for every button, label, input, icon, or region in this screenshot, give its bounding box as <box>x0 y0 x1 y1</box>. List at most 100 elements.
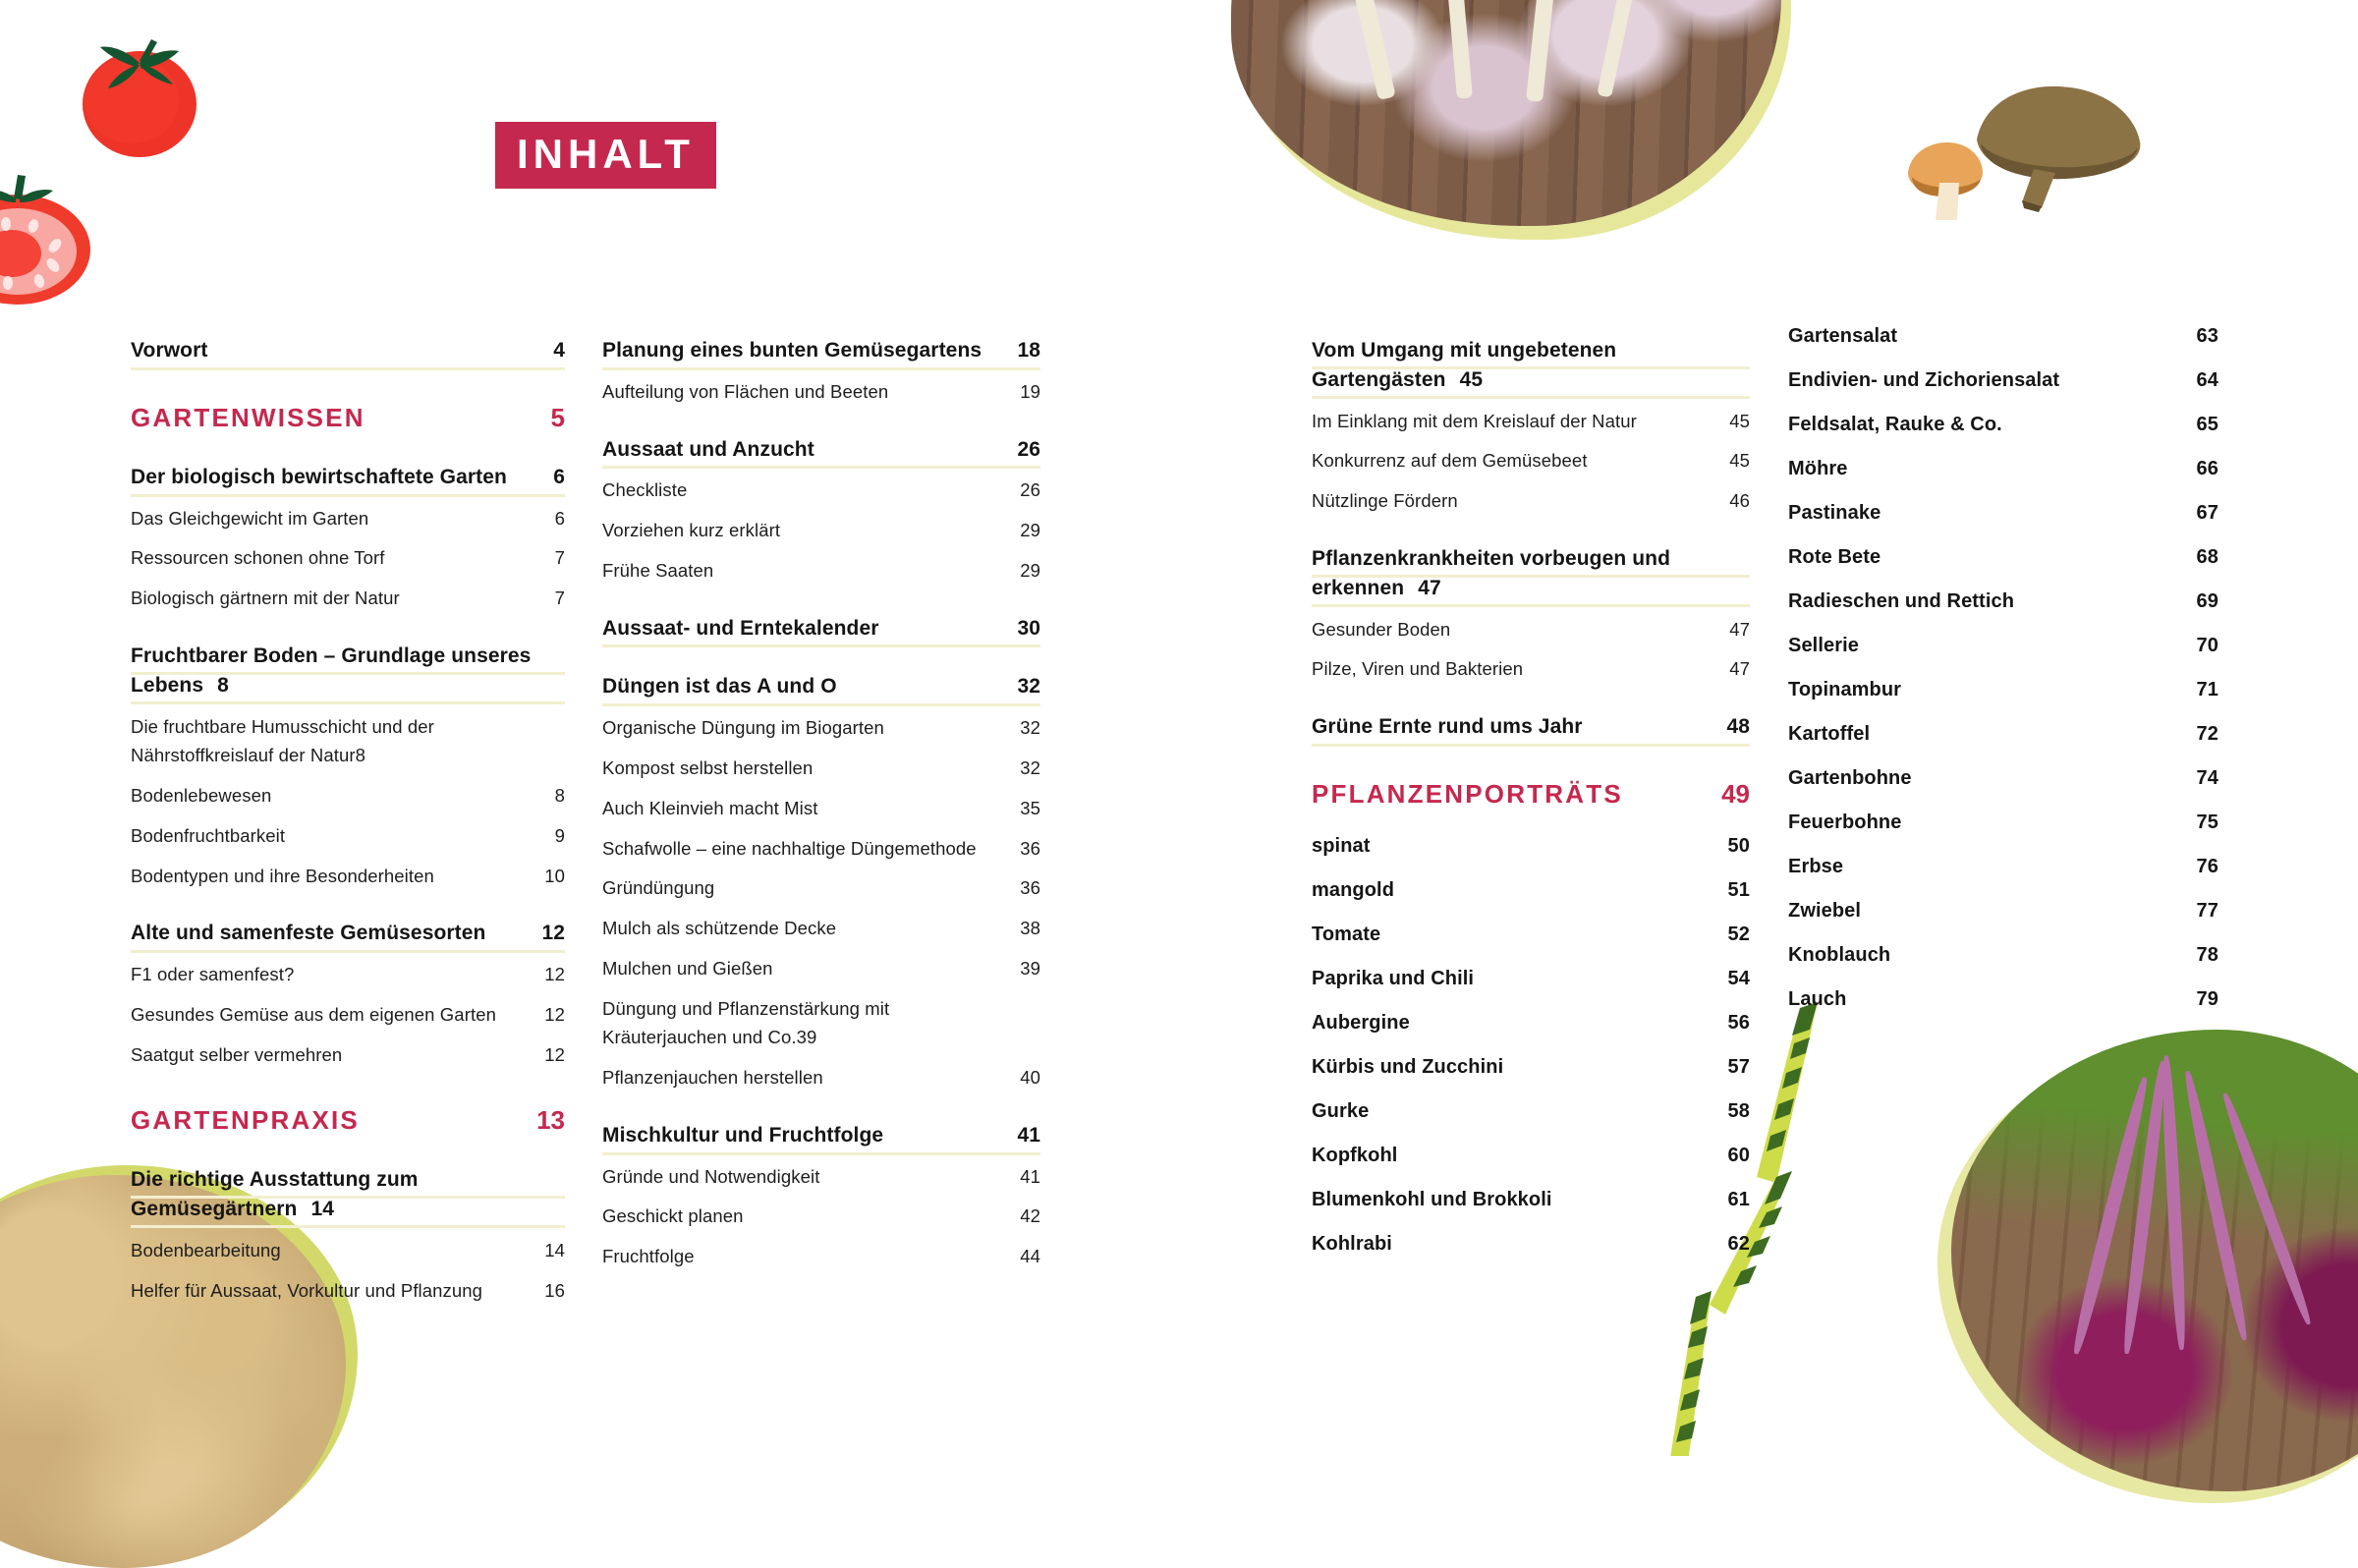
toc-entry[interactable]: Kompost selbst herstellen 32 <box>602 755 1040 782</box>
toc-entry[interactable]: Bodentypen und ihre Besonderheiten 10 <box>131 863 565 890</box>
toc-entry[interactable]: Gründe und Notwendigkeit 41 <box>602 1163 1040 1191</box>
toc-plant-entry[interactable]: Knoblauch 78 <box>1788 940 2218 970</box>
toc-plant-entry[interactable]: Radieschen und Rettich 69 <box>1788 587 2218 616</box>
toc-chapter-heading[interactable]: Alte und samenfeste Gemüsesorten 12 <box>131 919 565 954</box>
toc-chapter-heading[interactable]: Vorwort 4 <box>131 336 565 370</box>
toc-plant-entry[interactable]: mangold 51 <box>1312 875 1750 905</box>
toc-entry[interactable]: Auch Kleinvieh macht Mist 35 <box>602 795 1040 822</box>
toc-plant-entry[interactable]: Paprika und Chili 54 <box>1312 964 1750 993</box>
toc-chapter-heading[interactable]: Vom Umgang mit ungebetenen Gartengästen 45 <box>1312 336 1750 399</box>
toc-entry[interactable]: Fruchtfolge 44 <box>602 1243 1040 1270</box>
toc-entry-label: Helfer für Aussaat, Vorkultur und Pflanz… <box>131 1279 483 1301</box>
toc-plant-entry[interactable]: Gartensalat 63 <box>1788 321 2218 351</box>
toc-section-heading[interactable]: PFLANZENPORTRÄTS 49 <box>1312 779 1750 810</box>
toc-entry[interactable]: Gründüngung 36 <box>602 874 1040 902</box>
toc-plant-entry[interactable]: Tomate 52 <box>1312 920 1750 949</box>
toc-entry[interactable]: Organische Düngung im Biogarten 32 <box>602 714 1040 742</box>
toc-entry[interactable]: Saatgut selber vermehren 12 <box>131 1041 565 1069</box>
toc-entry-page: 32 <box>1020 717 1040 739</box>
toc-entry[interactable]: F1 oder samenfest? 12 <box>131 961 565 988</box>
toc-plant-page: 76 <box>2196 856 2218 877</box>
toc-entry-label: Checkliste <box>602 479 688 501</box>
toc-entry[interactable]: Konkurrenz auf dem Gemüsebeet 45 <box>1312 447 1750 475</box>
toc-entry[interactable]: Pilze, Viren und Bakterien 47 <box>1312 655 1750 683</box>
toc-entry[interactable]: Ressourcen schonen ohne Torf 7 <box>131 544 565 572</box>
toc-entry[interactable]: Mulchen und Gießen 39 <box>602 955 1040 982</box>
toc-plant-entry[interactable]: spinat 50 <box>1312 831 1750 861</box>
toc-chapter-page: 26 <box>1017 437 1040 461</box>
toc-plant-entry[interactable]: Feldsalat, Rauke & Co. 65 <box>1788 410 2218 439</box>
toc-entry[interactable]: Aufteilung von Flächen und Beeten 19 <box>602 378 1040 406</box>
toc-chapter-page: 47 <box>1418 576 1441 599</box>
toc-plant-entry[interactable]: Kopfkohl 60 <box>1312 1141 1750 1170</box>
toc-entry-label: Aufteilung von Flächen und Beeten <box>602 380 889 402</box>
toc-plant-entry[interactable]: Aubergine 56 <box>1312 1008 1750 1037</box>
toc-entry[interactable]: Gesundes Gemüse aus dem eigenen Garten 12 <box>131 1001 565 1029</box>
toc-entry[interactable]: Gesunder Boden 47 <box>1312 616 1750 644</box>
toc-plant-entry[interactable]: Kartoffel 72 <box>1788 719 2218 749</box>
toc-plant-entry[interactable]: Endivien- und Zichoriensalat 64 <box>1788 365 2218 395</box>
toc-chapter-heading[interactable]: Fruchtbarer Boden – Grundlage unseres Leb… <box>131 642 565 704</box>
toc-plant-entry[interactable]: Lauch 79 <box>1788 984 2218 1014</box>
toc-entry-page: 36 <box>1020 837 1040 859</box>
toc-chapter-heading[interactable]: Planung eines bunten Gemüsegartens 18 <box>602 336 1040 370</box>
toc-entry-label: F1 oder samenfest? <box>131 964 295 985</box>
toc-chapter-heading[interactable]: Der biologisch bewirtschaftete Garten 6 <box>131 463 565 497</box>
toc-plant-entry[interactable]: Möhre 66 <box>1788 454 2218 483</box>
toc-chapter-heading[interactable]: Pflanzenkrankheiten vorbeugen und erkenne… <box>1312 544 1750 607</box>
toc-entry[interactable]: Bodenfruchtbarkeit 9 <box>131 822 565 850</box>
toc-entry[interactable]: Im Einklang mit dem Kreislauf der Natur 4… <box>1312 408 1750 435</box>
toc-plant-page: 68 <box>2196 546 2218 568</box>
toc-plant-entry[interactable]: Blumenkohl und Brokkoli 61 <box>1312 1185 1750 1214</box>
toc-chapter-label: Vom Umgang mit ungebetenen <box>1312 339 1617 362</box>
toc-entry[interactable]: Biologisch gärtnern mit der Natur 7 <box>131 585 565 612</box>
toc-plant-entry[interactable]: Gartenbohne 74 <box>1788 763 2218 793</box>
toc-plant-label: mangold <box>1312 878 1395 901</box>
toc-entry-label: Frühe Saaten <box>602 559 714 581</box>
toc-plant-entry[interactable]: Rote Bete 68 <box>1788 542 2218 572</box>
toc-entry[interactable]: Mulch als schützende Decke 38 <box>602 915 1040 942</box>
toc-plant-entry[interactable]: Pastinake 67 <box>1788 498 2218 528</box>
toc-entry-page: 12 <box>544 964 565 985</box>
toc-entry[interactable]: Die fruchtbare Humusschicht und der Nährs… <box>131 713 565 770</box>
toc-entry-page: 26 <box>1020 479 1040 501</box>
toc-entry-label: Gründüngung <box>602 877 715 899</box>
toc-entry-label: Nährstoffkreislauf der Natur <box>131 745 356 766</box>
toc-section-heading[interactable]: GARTENWISSEN 5 <box>131 403 565 433</box>
toc-entry[interactable]: Düngung und Pflanzenstärkung mit Kräuterj… <box>602 995 1040 1052</box>
toc-chapter-line: Die richtige Ausstattung zum <box>131 1165 565 1200</box>
toc-chapter-heading[interactable]: Aussaat- und Erntekalender 30 <box>602 614 1040 648</box>
toc-entry[interactable]: Frühe Saaten 29 <box>602 557 1040 585</box>
toc-entry[interactable]: Bodenbearbeitung 14 <box>131 1237 565 1264</box>
toc-entry[interactable]: Das Gleichgewicht im Garten 6 <box>131 505 565 532</box>
toc-plant-entry[interactable]: Kürbis und Zucchini 57 <box>1312 1052 1750 1082</box>
toc-entry[interactable]: Pflanzenjauchen herstellen 40 <box>602 1064 1040 1092</box>
toc-chapter-heading[interactable]: Grüne Ernte rund ums Jahr 48 <box>1312 712 1750 747</box>
toc-entry[interactable]: Bodenlebewesen 8 <box>131 782 565 810</box>
toc-plant-entry[interactable]: Erbse 76 <box>1788 852 2218 881</box>
toc-entry-label: Gesunder Boden <box>1312 618 1451 640</box>
toc-chapter-heading[interactable]: Mischkultur und Fruchtfolge 41 <box>602 1121 1040 1155</box>
toc-entry[interactable]: Helfer für Aussaat, Vorkultur und Pflanz… <box>131 1277 565 1305</box>
toc-entry[interactable]: Geschickt planen 42 <box>602 1203 1040 1230</box>
toc-plant-entry[interactable]: Zwiebel 77 <box>1788 896 2218 925</box>
toc-plant-entry[interactable]: Gurke 58 <box>1312 1096 1750 1126</box>
toc-section-heading[interactable]: GARTENPRAXIS 13 <box>131 1105 565 1136</box>
toc-chapter-page: 48 <box>1726 715 1750 738</box>
toc-chapter-heading[interactable]: Düngen ist das A und O 32 <box>602 672 1040 707</box>
toc-section-page: 13 <box>536 1105 565 1136</box>
toc-plant-entry[interactable]: Topinambur 71 <box>1788 675 2218 704</box>
toc-entry[interactable]: Schafwolle – eine nachhaltige Düngemetho… <box>602 835 1040 863</box>
toc-plant-entry[interactable]: Feuerbohne 75 <box>1788 808 2218 837</box>
toc-chapter-heading[interactable]: Aussaat und Anzucht 26 <box>602 435 1040 470</box>
toc-chapter-heading[interactable]: Die richtige Ausstattung zum Gemüsegärtne… <box>131 1165 565 1228</box>
toc-entry[interactable]: Vorziehen kurz erklärt 29 <box>602 517 1040 544</box>
toc-plant-entry[interactable]: Kohlrabi 62 <box>1312 1229 1750 1259</box>
toc-entry[interactable]: Nützlinge Fördern 46 <box>1312 487 1750 515</box>
toc-plant-entry[interactable]: Sellerie 70 <box>1788 631 2218 660</box>
toc-entry[interactable]: Checkliste 26 <box>602 476 1040 504</box>
toc-entry-label: Im Einklang mit dem Kreislauf der Natur <box>1312 410 1637 431</box>
toc-entry-page: 10 <box>544 865 565 886</box>
toc-plant-label: Kopfkohl <box>1312 1144 1398 1166</box>
toc-entry-label: Kompost selbst herstellen <box>602 757 814 778</box>
